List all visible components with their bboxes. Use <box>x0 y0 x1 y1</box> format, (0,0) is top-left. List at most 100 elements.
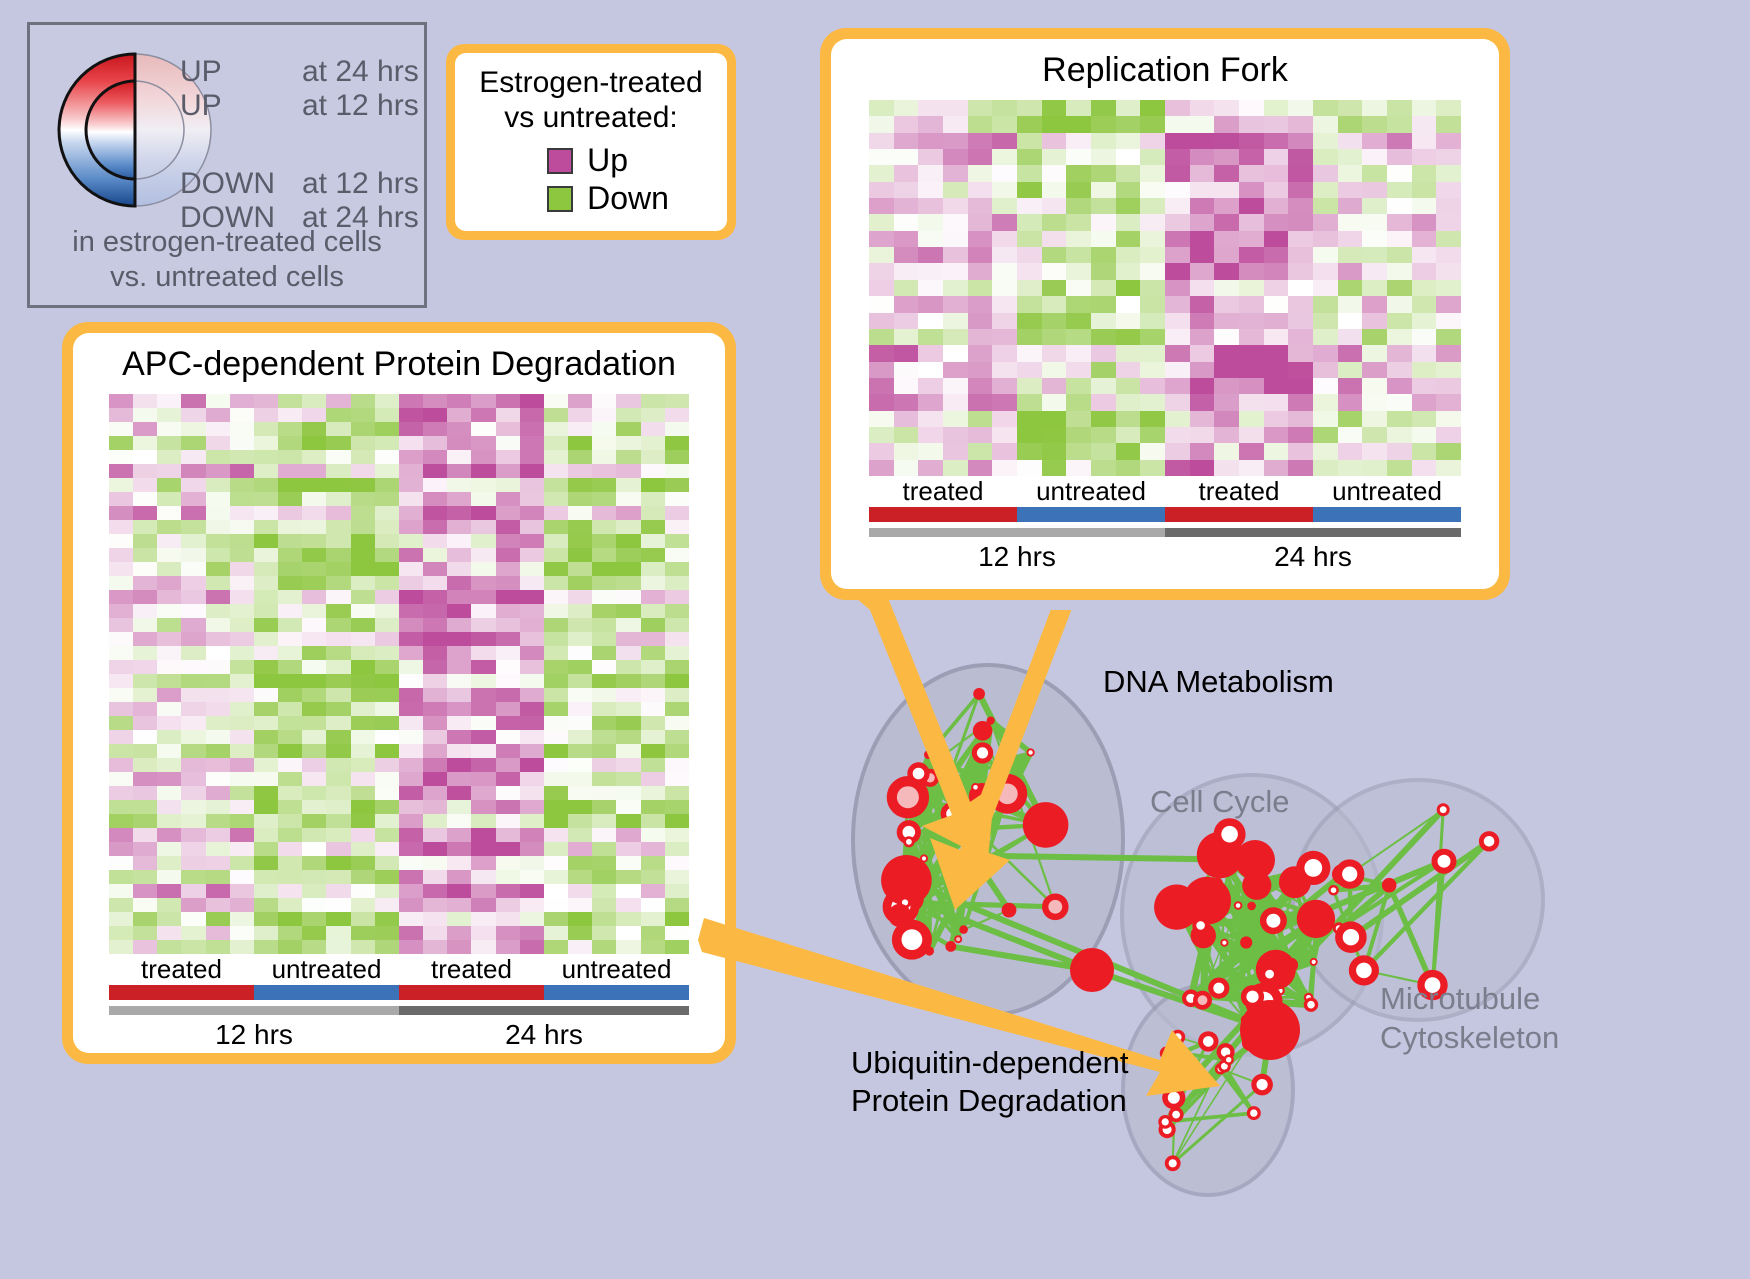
heatmap-cell <box>664 772 689 786</box>
heatmap-cell <box>1066 181 1091 199</box>
heatmap-cell <box>278 632 303 646</box>
heatmap-cell <box>109 912 134 926</box>
heatmap-cell <box>109 506 134 520</box>
heatmap-cell <box>1411 149 1437 166</box>
heatmap-cell <box>1140 345 1165 362</box>
network-node <box>1001 902 1017 918</box>
heatmap-cell <box>1436 230 1461 248</box>
heatmap-cell <box>1337 214 1363 231</box>
treatment-bar-segment <box>1017 507 1165 522</box>
heatmap-cell <box>398 744 424 758</box>
heatmap-cell <box>1238 100 1264 117</box>
heatmap-cell <box>471 814 496 828</box>
heatmap-cell <box>302 436 327 450</box>
heatmap-cell <box>918 181 943 199</box>
heatmap-cell <box>664 716 689 730</box>
heatmap-cell <box>350 394 375 408</box>
heatmap-cell <box>1016 361 1042 378</box>
heatmap-cell <box>471 926 496 940</box>
heatmap-cell <box>181 492 206 506</box>
heatmap-cell <box>181 548 206 562</box>
heatmap-cell <box>1066 328 1091 346</box>
heatmap-cell <box>1189 198 1215 215</box>
heatmap-cell <box>1041 328 1067 346</box>
heatmap-cell <box>205 814 230 828</box>
heatmap-cell <box>133 408 158 422</box>
heatmap-cell <box>205 702 230 716</box>
heatmap-cell <box>1386 181 1412 199</box>
heatmap-cell <box>495 898 520 912</box>
heatmap-cell <box>967 328 993 346</box>
panel-title: Replication Fork <box>1042 51 1288 89</box>
heatmap-cell <box>592 506 617 520</box>
heatmap-cell <box>543 604 569 618</box>
heatmap-cell <box>1115 263 1141 280</box>
heatmap-cell <box>326 716 351 730</box>
heatmap-cell <box>664 674 689 688</box>
heatmap-cell <box>664 394 689 408</box>
heatmap-cell <box>568 422 593 436</box>
heatmap-cell <box>1041 426 1067 444</box>
heatmap-cell <box>350 422 375 436</box>
heatmap-cell <box>1041 247 1067 264</box>
heatmap-cell <box>181 758 206 772</box>
heatmap-cell <box>1288 443 1313 460</box>
heatmap-cell <box>942 361 968 378</box>
heatmap-cell <box>1041 312 1067 329</box>
heatmap-cell <box>1090 132 1116 150</box>
heatmap-cell <box>543 408 569 422</box>
heatmap-cell <box>592 730 617 744</box>
label-line-1: Ubiquitin-dependent <box>851 1045 1129 1080</box>
heatmap-cell <box>592 772 617 786</box>
heatmap-cell <box>1362 100 1387 117</box>
heatmap-cell <box>423 884 448 898</box>
heatmap-cell <box>1337 181 1363 199</box>
heatmap-cell <box>1362 198 1387 215</box>
heatmap-cell <box>374 478 399 492</box>
heatmap-cell <box>1066 459 1091 476</box>
heatmap-cell <box>423 870 448 884</box>
heatmap-cell <box>519 688 544 702</box>
heatmap-cell <box>350 856 375 870</box>
heatmap-cell <box>181 506 206 520</box>
heatmap-cell <box>109 814 134 828</box>
heatmap-cell <box>592 660 617 674</box>
network-edge <box>1171 1083 1264 1165</box>
heatmap-cell <box>471 870 496 884</box>
heatmap-cell <box>253 772 279 786</box>
heatmap-cell <box>519 422 544 436</box>
network-node <box>1247 901 1256 911</box>
heatmap-cell <box>447 898 472 912</box>
heatmap-cell <box>181 926 206 940</box>
heatmap-cell <box>1312 459 1338 476</box>
heatmap-cell <box>1263 214 1289 231</box>
heatmap-apc-degradation <box>109 394 689 954</box>
heatmap-cell <box>1214 443 1239 460</box>
heatmap-cell <box>640 646 665 660</box>
heatmap-cell <box>302 534 327 548</box>
heatmap-cell <box>471 730 496 744</box>
heatmap-cell <box>447 856 472 870</box>
heatmap-cell <box>1066 149 1091 166</box>
heatmap-cell <box>893 459 919 476</box>
heatmap-cell <box>568 772 593 786</box>
heatmap-cell <box>1090 377 1116 395</box>
heatmap-cell <box>616 856 641 870</box>
heatmap-cell <box>918 279 943 297</box>
heatmap-cell <box>398 716 424 730</box>
heatmap-cell <box>1238 296 1264 313</box>
network-node <box>1193 990 1212 1010</box>
heatmap-cell <box>398 450 424 464</box>
heatmap-cell <box>253 492 279 506</box>
heatmap-cell <box>1238 149 1264 166</box>
heatmap-cell <box>398 632 424 646</box>
heatmap-cell <box>1312 263 1338 280</box>
heatmap-cell <box>447 548 472 562</box>
heatmap-cell <box>447 730 472 744</box>
heatmap-cell <box>1066 443 1091 460</box>
heatmap-cell <box>157 576 182 590</box>
heatmap-cell <box>616 800 641 814</box>
heatmap-cell <box>350 520 375 534</box>
heatmap-cell <box>374 744 399 758</box>
heatmap-cell <box>992 328 1017 346</box>
